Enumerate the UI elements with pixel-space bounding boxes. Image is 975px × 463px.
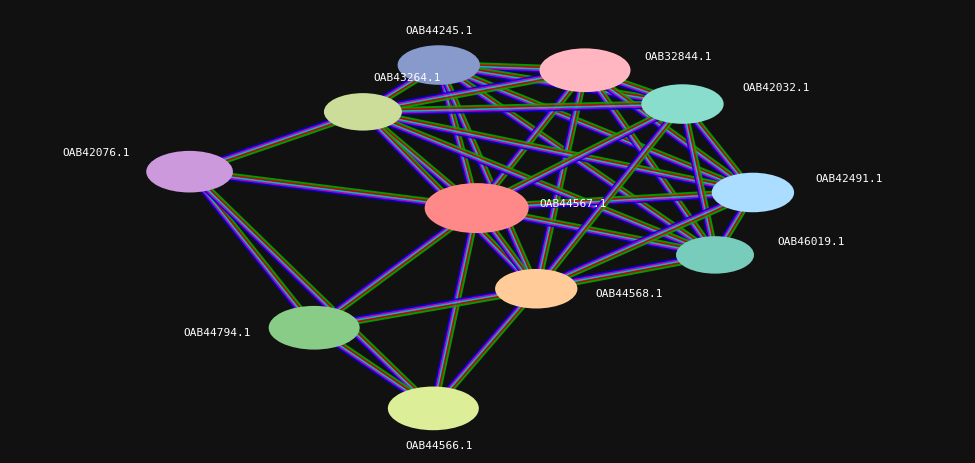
Circle shape bbox=[539, 48, 631, 92]
Text: OAB42076.1: OAB42076.1 bbox=[62, 149, 130, 158]
Text: OAB42032.1: OAB42032.1 bbox=[742, 83, 809, 94]
Circle shape bbox=[388, 387, 479, 430]
Text: OAB44794.1: OAB44794.1 bbox=[184, 328, 252, 338]
Text: OAB42491.1: OAB42491.1 bbox=[816, 175, 883, 184]
Text: OAB32844.1: OAB32844.1 bbox=[644, 52, 712, 62]
Circle shape bbox=[324, 93, 402, 131]
Text: OAB46019.1: OAB46019.1 bbox=[778, 237, 845, 247]
Circle shape bbox=[495, 269, 577, 308]
Text: OAB44567.1: OAB44567.1 bbox=[539, 199, 607, 209]
Circle shape bbox=[712, 173, 794, 212]
Text: OAB43264.1: OAB43264.1 bbox=[373, 73, 442, 83]
Text: OAB44566.1: OAB44566.1 bbox=[405, 441, 473, 450]
Circle shape bbox=[146, 151, 233, 193]
Circle shape bbox=[425, 183, 528, 233]
Text: OAB44568.1: OAB44568.1 bbox=[596, 289, 663, 299]
Circle shape bbox=[676, 236, 754, 274]
Text: OAB44245.1: OAB44245.1 bbox=[405, 26, 473, 37]
Circle shape bbox=[269, 306, 360, 350]
Circle shape bbox=[398, 45, 480, 85]
Circle shape bbox=[642, 84, 723, 124]
